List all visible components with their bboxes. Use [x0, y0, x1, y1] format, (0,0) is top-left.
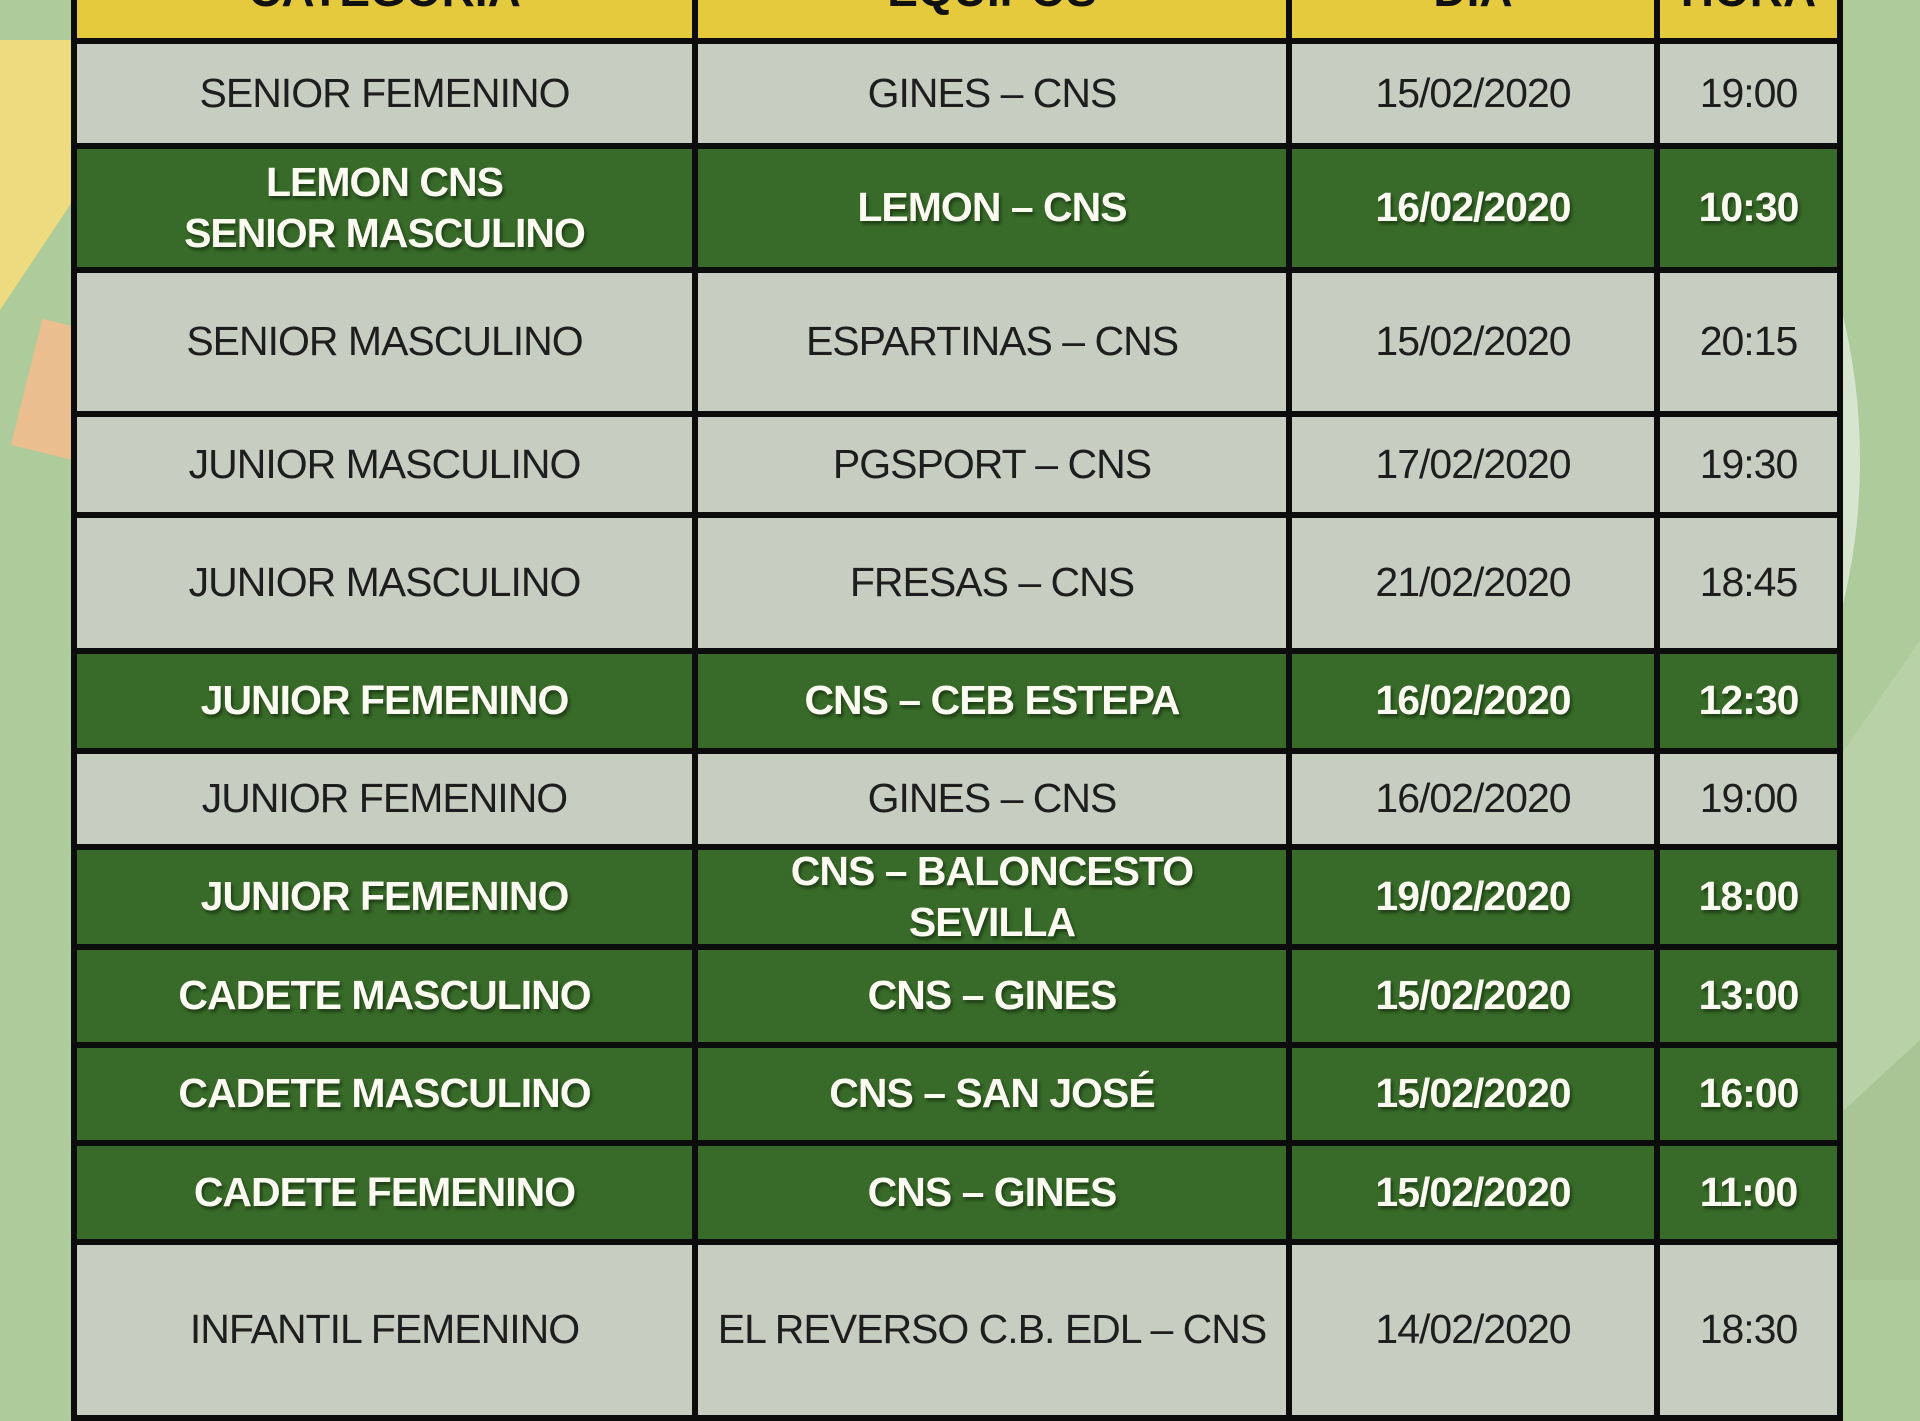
cell-time: 19:30: [1660, 417, 1837, 512]
cell-teams: CNS – SAN JOSÉ: [698, 1048, 1286, 1140]
cell-category: INFANTIL FEMENINO: [77, 1245, 692, 1415]
cell-date: 14/02/2020: [1292, 1245, 1654, 1415]
cell-time: 10:30: [1660, 149, 1837, 267]
header-cell-dia: DÍA: [1292, 0, 1654, 38]
cell-time: 12:30: [1660, 654, 1837, 748]
cell-teams: CNS – GINES: [698, 1146, 1286, 1239]
cell-date: 16/02/2020: [1292, 754, 1654, 844]
cell-teams: CNS – CEB ESTEPA: [698, 654, 1286, 748]
cell-teams: CNS – GINES: [698, 950, 1286, 1042]
cell-time: 19:00: [1660, 44, 1837, 143]
cell-date: 15/02/2020: [1292, 1146, 1654, 1239]
cell-date: 15/02/2020: [1292, 950, 1654, 1042]
cell-date: 21/02/2020: [1292, 518, 1654, 648]
cell-category: SENIOR FEMENINO: [77, 44, 692, 143]
header-cell-hora: HORA: [1660, 0, 1837, 38]
header-cell-categoria: CATEGORÍA: [77, 0, 692, 38]
cell-category: JUNIOR MASCULINO: [77, 518, 692, 648]
cell-teams: PGSPORT – CNS: [698, 417, 1286, 512]
cell-time: 20:15: [1660, 273, 1837, 411]
cell-teams: EL REVERSO C.B. EDL – CNS: [698, 1245, 1286, 1415]
cell-time: 19:00: [1660, 754, 1837, 844]
cell-date: 15/02/2020: [1292, 44, 1654, 143]
cell-date: 17/02/2020: [1292, 417, 1654, 512]
cell-category: JUNIOR FEMENINO: [77, 654, 692, 748]
cell-teams: LEMON – CNS: [698, 149, 1286, 267]
cell-category: JUNIOR MASCULINO: [77, 417, 692, 512]
cell-teams: GINES – CNS: [698, 44, 1286, 143]
cell-time: 11:00: [1660, 1146, 1837, 1239]
cell-time: 18:45: [1660, 518, 1837, 648]
cell-teams: CNS – BALONCESTO SEVILLA: [698, 848, 1286, 945]
cell-category: SENIOR MASCULINO: [77, 273, 692, 411]
cell-category: JUNIOR FEMENINO: [77, 850, 692, 944]
cell-teams: FRESAS – CNS: [698, 518, 1286, 648]
match-schedule-table: CATEGORÍA EQUIPOS DÍA HORA SENIOR FEMENI…: [71, 0, 1843, 1421]
cell-time: 13:00: [1660, 950, 1837, 1042]
cell-date: 16/02/2020: [1292, 654, 1654, 748]
cell-category: CADETE MASCULINO: [77, 1048, 692, 1140]
cell-time: 18:30: [1660, 1245, 1837, 1415]
cell-date: 15/02/2020: [1292, 1048, 1654, 1140]
cell-time: 18:00: [1660, 850, 1837, 944]
cell-category: JUNIOR FEMENINO: [77, 754, 692, 844]
cell-category: CADETE MASCULINO: [77, 950, 692, 1042]
cell-time: 16:00: [1660, 1048, 1837, 1140]
cell-category: CADETE FEMENINO: [77, 1146, 692, 1239]
cell-date: 15/02/2020: [1292, 273, 1654, 411]
cell-teams: GINES – CNS: [698, 754, 1286, 844]
header-cell-equipos: EQUIPOS: [698, 0, 1286, 38]
cell-date: 16/02/2020: [1292, 149, 1654, 267]
cell-date: 19/02/2020: [1292, 850, 1654, 944]
cell-category: LEMON CNS SENIOR MASCULINO: [77, 149, 692, 267]
cell-teams: ESPARTINAS – CNS: [698, 273, 1286, 411]
